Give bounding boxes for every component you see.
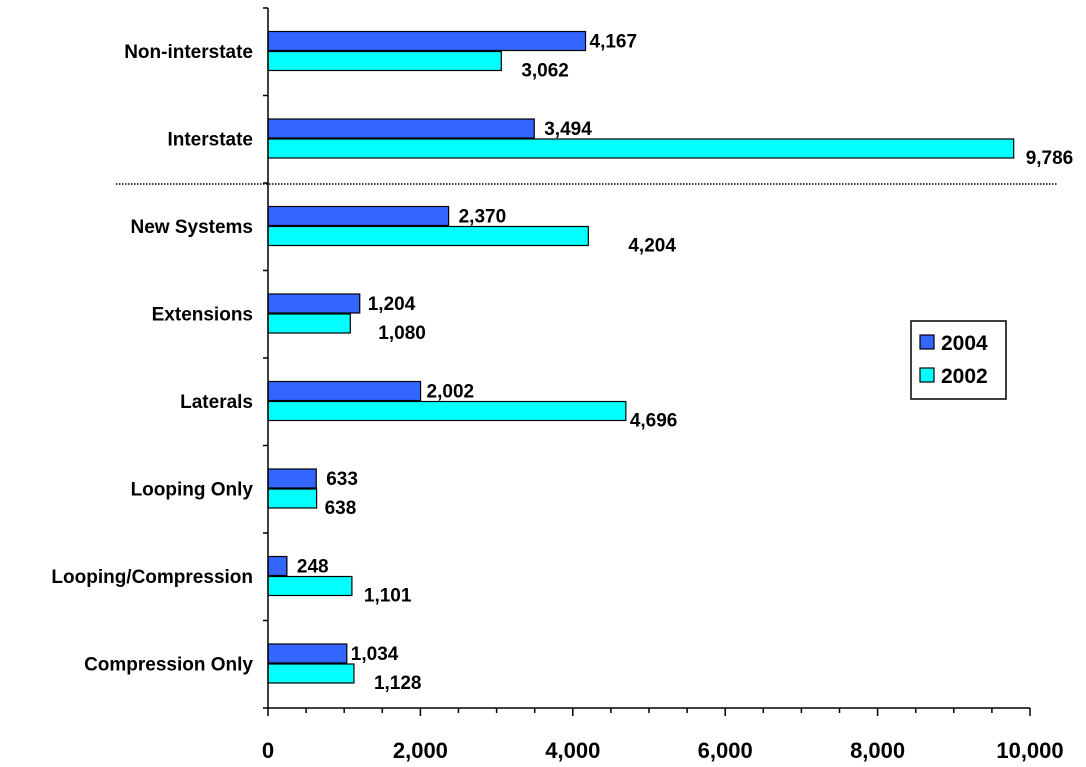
legend-swatch-2002: [919, 367, 935, 383]
bar-2004: [267, 205, 450, 227]
data-label-2002: 1,128: [374, 673, 422, 694]
legend-box: [910, 320, 1007, 400]
category-label: Looping Only: [131, 480, 254, 501]
bar-2004: [267, 643, 348, 664]
data-label-2002: 9,786: [1026, 148, 1074, 169]
x-tick-label: 0: [262, 738, 274, 763]
data-label-2004: 248: [297, 557, 329, 578]
bar-2004: [267, 380, 422, 402]
bar-2002: [267, 313, 351, 334]
data-label-2002: 3,062: [521, 61, 569, 82]
labels-group: Non-interstate 4,167 3,062 Interstate 3,494 9…: [51, 32, 1073, 764]
data-label-2004: 1,204: [368, 294, 416, 315]
bar-2002: [267, 50, 502, 72]
x-tick-label: 4,000: [545, 738, 600, 763]
x-tick-label: 2,000: [393, 738, 448, 763]
bar-2004: [267, 555, 288, 577]
legend: 2004 2002: [910, 320, 1007, 400]
category-label: Interstate: [167, 130, 253, 151]
bar-2004: [267, 468, 317, 489]
category-label: Laterals: [180, 392, 253, 413]
bar-2002: [267, 138, 1015, 159]
x-tick-label: 10,000: [996, 738, 1063, 763]
category-label: Looping/Compression: [51, 567, 253, 588]
x-tick-label: 6,000: [698, 738, 753, 763]
bar-2002: [267, 488, 318, 509]
bar-2002: [267, 400, 627, 422]
bar-2004: [267, 293, 361, 314]
category-label: Non-interstate: [124, 42, 253, 63]
x-tick-label: 8,000: [850, 738, 905, 763]
legend-label-2004: 2004: [941, 332, 988, 355]
data-label-2002: 638: [325, 498, 357, 519]
data-label-2004: 2,370: [459, 207, 507, 228]
legend-swatch-2004: [919, 334, 935, 350]
data-label-2004: 3,494: [544, 119, 592, 140]
category-label: Extensions: [152, 305, 253, 326]
data-label-2004: 2,002: [427, 382, 475, 403]
bar-2002: [267, 575, 353, 597]
bar-2004: [267, 30, 587, 52]
data-label-2002: 4,204: [628, 236, 676, 257]
data-label-2004: 4,167: [590, 32, 638, 53]
data-label-2004: 633: [326, 469, 358, 490]
legend-label-2002: 2002: [941, 365, 988, 388]
data-label-2004: 1,034: [351, 644, 399, 665]
axes-group: [116, 7, 1058, 716]
data-label-2002: 4,696: [630, 411, 678, 432]
bar-2002: [267, 225, 589, 247]
bar-2002: [267, 663, 355, 684]
bar-2004: [267, 118, 535, 139]
category-label: New Systems: [130, 217, 253, 238]
data-label-2002: 1,101: [364, 586, 412, 607]
category-label: Compression Only: [84, 655, 253, 676]
data-label-2002: 1,080: [378, 323, 426, 344]
